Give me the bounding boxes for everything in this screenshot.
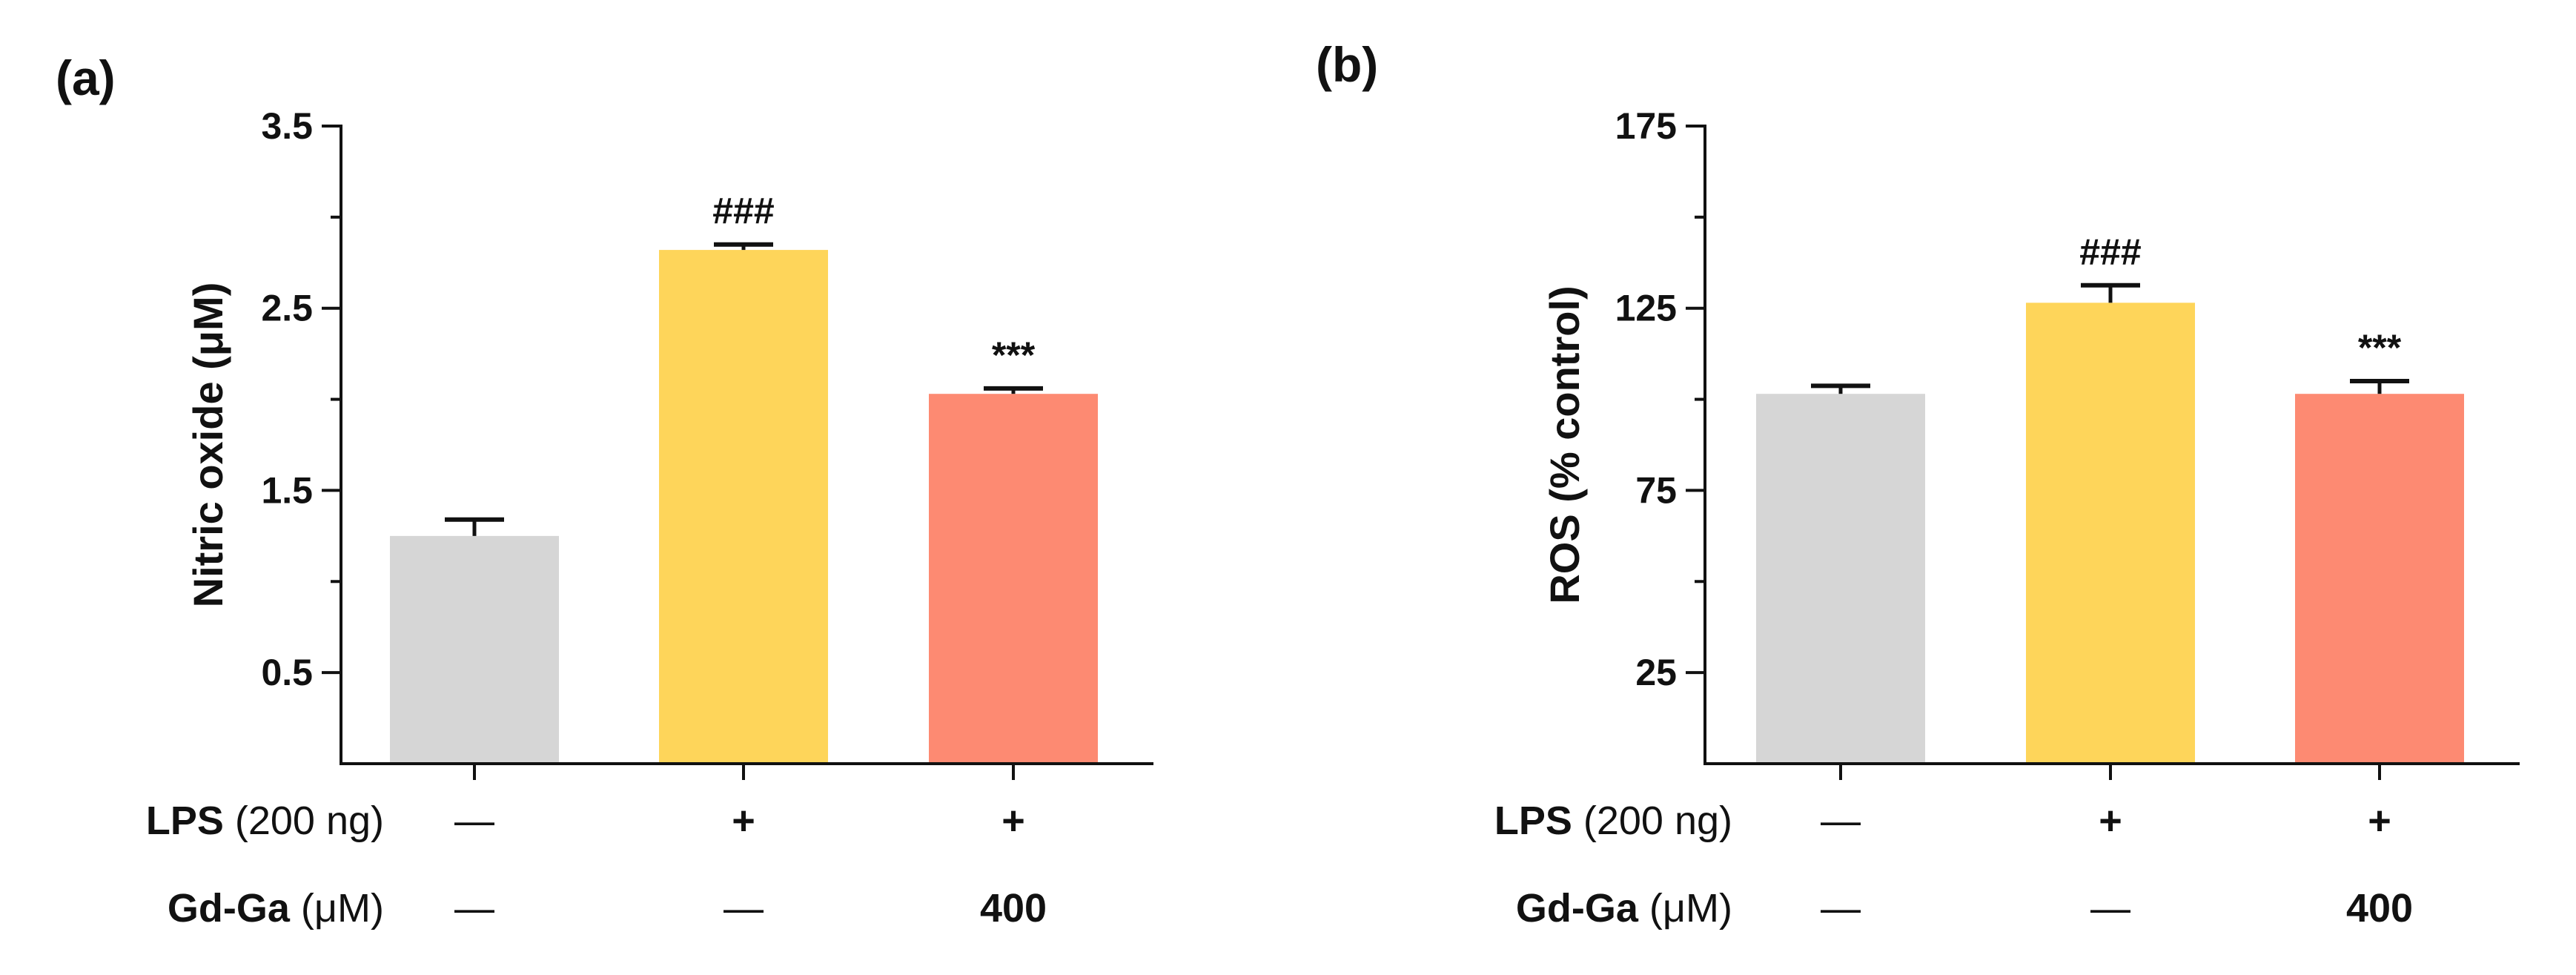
- bar-3: [929, 394, 1098, 764]
- condition-cell: +: [2368, 799, 2391, 843]
- significance-label: ***: [2358, 327, 2402, 368]
- bar-2: [659, 250, 828, 764]
- bar-3: [2295, 394, 2464, 764]
- condition-cell: —: [454, 799, 494, 843]
- condition-cell: 400: [2346, 886, 2413, 931]
- y-tick-label: 0.5: [261, 652, 313, 693]
- condition-row-label: Gd-Ga (μM): [168, 886, 384, 931]
- condition-cell: 400: [980, 886, 1047, 931]
- y-axis-label: Nitric oxide (μM): [185, 282, 231, 608]
- condition-cell: —: [724, 886, 764, 931]
- condition-cell: —: [1821, 886, 1861, 931]
- y-tick-label: 2.5: [261, 288, 313, 329]
- significance-label: ***: [992, 334, 1036, 376]
- y-tick-label: 75: [1635, 469, 1677, 511]
- y-tick-label: 1.5: [261, 469, 313, 511]
- y-tick-label: 3.5: [261, 105, 313, 147]
- y-tick-label: 25: [1635, 652, 1677, 693]
- bar-1: [1756, 394, 1925, 764]
- condition-name: Gd-Ga: [168, 886, 291, 931]
- significance-label: ###: [2079, 231, 2141, 273]
- condition-cell: —: [1821, 799, 1861, 843]
- chart-panel-a: (a) Nitric oxide (μM) ### *** 0.5 1.5 2.5 3.5 LP…: [56, 50, 1153, 931]
- condition-cell: —: [2090, 886, 2130, 931]
- condition-name: LPS: [146, 799, 224, 843]
- y-tick-label: 125: [1615, 288, 1677, 329]
- y-tick-label: 175: [1615, 105, 1677, 147]
- y-axis-label: ROS (% control): [1541, 285, 1588, 604]
- significance-label: ###: [712, 191, 774, 232]
- condition-unit: (μM): [1638, 886, 1732, 931]
- condition-name: LPS: [1494, 799, 1572, 843]
- condition-name: Gd-Ga: [1516, 886, 1639, 931]
- bar-1: [390, 535, 559, 764]
- chart-panel-b: (b) ROS (% control) ### *** 25 75 125 175 LPS (2…: [1316, 37, 2520, 931]
- condition-cell: +: [2099, 799, 2122, 843]
- condition-unit: (μM): [290, 886, 384, 931]
- panel-label: (b): [1316, 37, 1378, 92]
- panel-label: (a): [56, 50, 116, 105]
- condition-row-label: LPS (200 ng): [146, 799, 384, 843]
- bar-2: [2026, 303, 2195, 764]
- condition-cell: —: [454, 886, 494, 931]
- condition-row-label: LPS (200 ng): [1494, 799, 1732, 843]
- condition-unit: (200 ng): [224, 799, 384, 843]
- condition-unit: (200 ng): [1572, 799, 1732, 843]
- condition-cell: +: [1001, 799, 1025, 843]
- condition-cell: +: [732, 799, 755, 843]
- condition-row-label: Gd-Ga (μM): [1516, 886, 1732, 931]
